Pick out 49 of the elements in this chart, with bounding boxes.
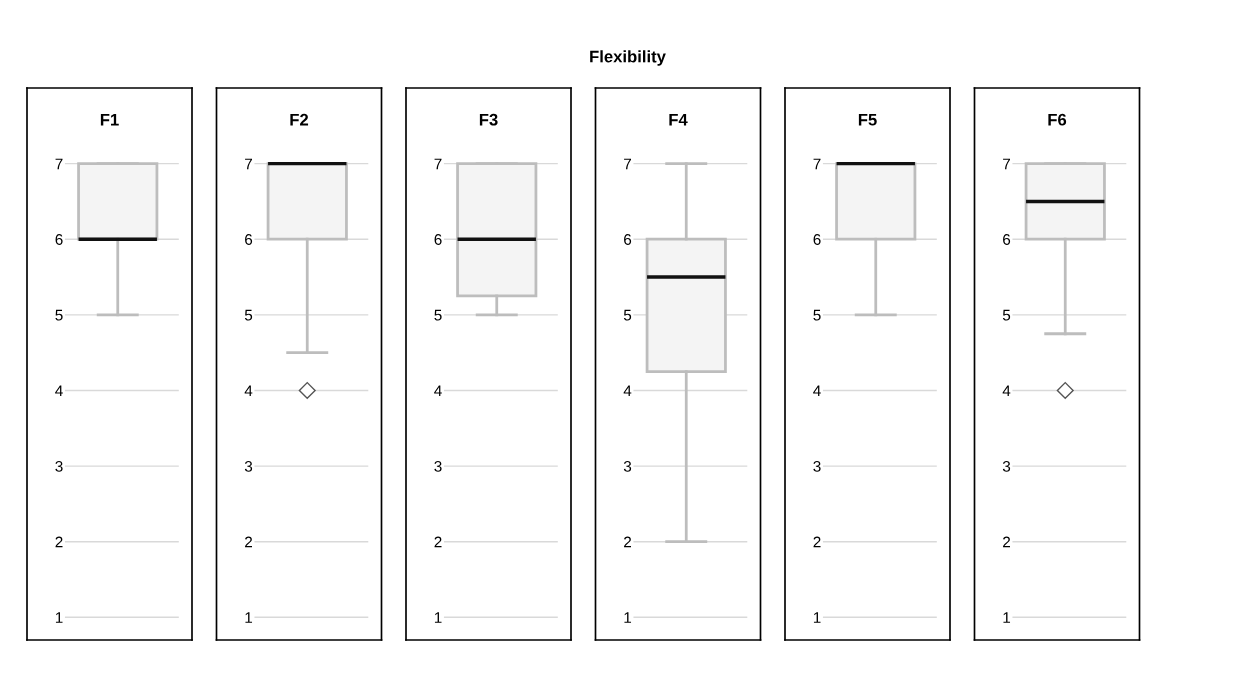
y-tick-label: 4	[244, 385, 253, 396]
y-tick-label: 2	[624, 536, 632, 548]
y-tick-label: 1	[245, 612, 253, 623]
y-tick-label: 5	[1002, 309, 1011, 321]
y-tick-label: 6	[1003, 234, 1011, 245]
y-tick-label: 4	[623, 385, 632, 396]
y-tick-label: 6	[624, 234, 632, 245]
y-tick-label: 1	[55, 612, 63, 623]
y-tick-label: 4	[55, 385, 63, 396]
y-tick-label: 1	[1003, 612, 1011, 623]
y-tick-label: 5	[623, 309, 632, 321]
text: Flexibility	[590, 50, 666, 66]
y-tick-label: 6	[813, 234, 821, 245]
y-tick-label: 7	[624, 158, 632, 170]
y-tick-label: 7	[434, 158, 442, 170]
y-tick-label: 1	[813, 612, 821, 623]
y-tick-label: 3	[244, 460, 253, 472]
y-tick-label: 4	[1002, 385, 1011, 396]
text: F1	[100, 113, 119, 126]
y-tick-label: 4	[813, 385, 821, 396]
y-tick-label: 5	[434, 309, 442, 321]
y-tick-label: 5	[813, 309, 821, 321]
y-tick-label: 1	[624, 612, 632, 623]
y-tick-label: 1	[434, 612, 442, 623]
y-tick-label: 7	[55, 158, 63, 170]
text: F5	[858, 113, 877, 126]
y-tick-label: 2	[1003, 536, 1011, 548]
y-tick-label: 6	[245, 234, 253, 245]
y-tick-label: 7	[245, 158, 253, 170]
y-tick-label: 5	[55, 309, 63, 321]
y-tick-label: 5	[244, 309, 253, 321]
y-tick-label: 6	[55, 234, 63, 245]
y-tick-label: 2	[245, 536, 253, 548]
y-tick-label: 2	[813, 536, 821, 548]
y-tick-label: 3	[1002, 460, 1011, 472]
y-tick-label: 4	[434, 385, 442, 396]
y-tick-label: 2	[55, 536, 63, 548]
y-tick-label: 3	[623, 460, 632, 472]
text: F4	[669, 113, 688, 126]
text: F6	[1048, 113, 1067, 126]
y-tick-label: 6	[434, 234, 442, 245]
text: F2	[290, 113, 309, 126]
y-tick-label: 2	[434, 536, 442, 548]
y-tick-label: 7	[1003, 158, 1011, 170]
text: F3	[479, 113, 498, 126]
y-tick-label: 3	[434, 460, 442, 472]
y-tick-label: 7	[813, 158, 821, 170]
y-tick-label: 3	[813, 460, 821, 472]
y-tick-label: 3	[55, 460, 63, 472]
